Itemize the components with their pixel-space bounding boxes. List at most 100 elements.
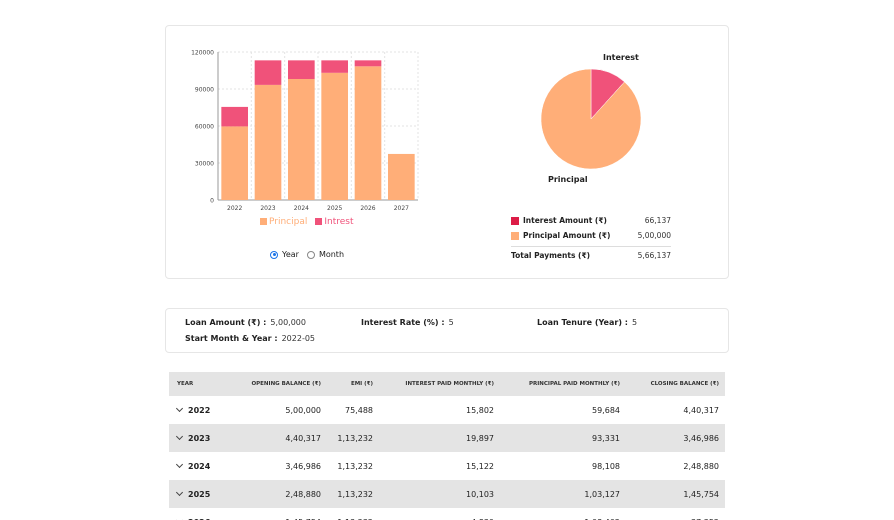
bar-principal-2027	[388, 153, 415, 200]
row-year-label: 2026	[188, 518, 210, 520]
chevron-down-icon[interactable]	[175, 432, 184, 441]
total-payments-label: Total Payments (₹)	[511, 250, 591, 260]
row-year-label: 2025	[188, 489, 211, 499]
summary-total-row: Total Payments (₹) 5,66,137	[511, 246, 671, 261]
bar-intrest-2025	[321, 60, 348, 73]
amortization-table: YEAR OPENING BALANCE (₹) EMI (₹) INTERES…	[169, 372, 725, 520]
header-principal-paid: PRINCIPAL PAID MONTHLY (₹)	[528, 381, 620, 387]
row-opening-balance: 4,40,317	[285, 433, 321, 443]
principal-amount-value: 5,00,000	[637, 231, 671, 240]
bar-principal-2023	[254, 84, 282, 200]
legend-intrest-label: Intrest	[324, 217, 354, 227]
row-principal-paid: 93,331	[592, 433, 620, 443]
pie-label-interest: Interest	[603, 53, 639, 62]
radio-year-label: Year	[282, 250, 299, 259]
legend-principal-label: Principal	[269, 217, 308, 227]
radio-month-dot[interactable]	[306, 250, 315, 259]
radio-year[interactable]: Year	[270, 250, 299, 259]
interest-rate-value: 5	[448, 318, 454, 327]
legend-intrest-swatch	[315, 218, 323, 225]
bar-intrest-2022	[221, 106, 248, 127]
chevron-down-icon[interactable]	[175, 488, 184, 497]
interest-rate-label: Interest Rate (%) :	[361, 318, 445, 327]
legend-principal-swatch	[260, 218, 267, 225]
start-month-year: Start Month & Year :2022-05	[185, 334, 315, 343]
x-tick-label: 2023	[260, 205, 275, 212]
row-emi: 1,13,232	[337, 461, 373, 471]
row-year: 2024	[169, 460, 229, 471]
x-tick-label: 2027	[394, 205, 409, 212]
radio-month[interactable]: Month	[306, 250, 345, 259]
x-tick-label: 2026	[360, 205, 375, 212]
row-principal-paid: 1,03,127	[584, 489, 620, 499]
row-interest-paid: 19,897	[466, 433, 494, 443]
pie-label-principal: Principal	[548, 175, 588, 184]
row-opening-balance: 3,46,986	[285, 461, 321, 471]
total-payments-value: 5,66,137	[637, 250, 671, 260]
loan-info-card: Loan Amount (₹) :5,00,000 Interest Rate …	[165, 308, 729, 353]
interest-amount-label: Interest Amount (₹)	[523, 216, 607, 225]
y-tick-label: 30000	[195, 161, 214, 168]
x-tick-label: 2024	[294, 205, 309, 212]
row-year: 2022	[169, 404, 229, 415]
header-interest-paid: INTEREST PAID MONTHLY (₹)	[405, 381, 494, 387]
row-year-label: 2023	[188, 433, 211, 443]
principal-amount-label: Principal Amount (₹)	[523, 231, 611, 240]
row-year: 2026	[169, 516, 229, 520]
table-row[interactable]: 2023 4,40,317 1,13,232 19,897 93,331 3,46,986	[169, 424, 725, 452]
y-tick-label: 120000	[191, 50, 214, 57]
loan-tenure-value: 5	[631, 318, 638, 327]
row-principal-paid: 98,108	[592, 461, 620, 471]
table-row[interactable]: 2022 5,00,000 75,488 15,802 59,684 4,40,317	[169, 396, 725, 424]
row-principal-paid: 59,684	[592, 405, 620, 415]
table-row[interactable]: 2025 2,48,880 1,13,232 10,103 1,03,127 1,45,7…	[169, 480, 725, 508]
radio-year-dot[interactable]	[270, 250, 278, 259]
row-emi: 1,13,232	[321, 518, 373, 520]
row-emi: 75,488	[345, 405, 373, 415]
row-emi: 1,13,232	[337, 489, 373, 499]
bar-principal-2025	[321, 72, 348, 200]
row-interest-paid: 10,103	[466, 489, 494, 499]
pie-chart	[540, 68, 642, 170]
interest-rate: Interest Rate (%) :5	[361, 318, 454, 327]
row-closing-balance: 2,48,880	[683, 461, 719, 471]
table-row[interactable]: 2024 3,46,986 1,13,232 15,122 98,108 2,48,880	[169, 452, 725, 480]
row-year: 2023	[169, 432, 229, 443]
row-opening-balance: 5,00,000	[285, 405, 321, 415]
y-tick-label: 0	[210, 198, 214, 205]
row-year: 2025	[169, 488, 229, 499]
loan-tenure-label: Loan Tenure (Year) :	[537, 318, 628, 327]
principal-swatch	[511, 231, 519, 240]
bar-intrest-2023	[254, 60, 282, 85]
table-row[interactable]: 2026 1,45,7541,13,2324,8301,08,40237,352	[169, 508, 725, 520]
chevron-down-icon[interactable]	[175, 404, 184, 413]
y-tick-label: 60000	[195, 124, 214, 131]
row-opening-balance: 2,48,880	[285, 489, 321, 499]
row-year-label: 2024	[188, 461, 211, 471]
row-year-label: 2022	[188, 405, 211, 415]
row-closing-balance: 3,46,986	[683, 433, 719, 443]
chevron-down-icon[interactable]	[175, 460, 184, 469]
legend-intrest[interactable]: Intrest	[315, 217, 354, 227]
bar-legend: Principal Intrest	[260, 217, 354, 227]
legend-principal[interactable]: Principal	[260, 217, 307, 227]
y-tick-label: 90000	[195, 87, 214, 94]
header-emi: EMI (₹)	[350, 381, 373, 387]
row-interest-paid: 4,830	[373, 518, 494, 520]
x-tick-label: 2025	[327, 205, 342, 212]
row-closing-balance: 4,40,317	[683, 405, 719, 415]
loan-amount-value: 5,00,000	[270, 318, 306, 327]
bar-principal-2024	[288, 79, 315, 200]
view-toggle: Year Month	[270, 250, 344, 259]
bar-principal-2022	[221, 126, 248, 200]
summary-principal-row: Principal Amount (₹) 5,00,000	[511, 228, 671, 243]
table-header: YEAR OPENING BALANCE (₹) EMI (₹) INTERES…	[169, 372, 725, 396]
payment-summary: Interest Amount (₹) 66,137 Principal Amo…	[511, 213, 671, 261]
pie-slice-principal	[540, 68, 642, 170]
row-interest-paid: 15,802	[466, 405, 494, 415]
charts-card: 0 30000 60000 90000 120000 2022 2023 2024 2025 20…	[165, 25, 729, 279]
start-month-year-value: 2022-05	[281, 334, 316, 343]
bar-intrest-2024	[288, 60, 315, 80]
radio-month-label: Month	[318, 250, 345, 259]
row-principal-paid: 1,08,402	[494, 518, 620, 520]
